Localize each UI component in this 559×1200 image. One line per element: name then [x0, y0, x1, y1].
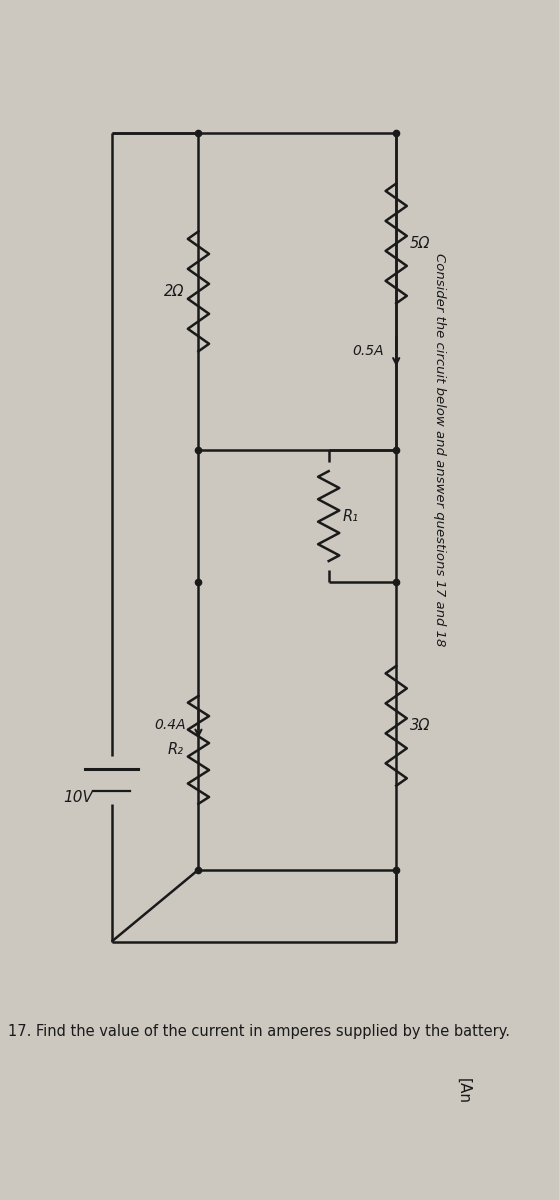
Text: Consider the circuit below and answer questions 17 and 18: Consider the circuit below and answer qu…: [433, 253, 446, 647]
Text: R₁: R₁: [342, 509, 358, 523]
Text: 17. Find the value of the current in amperes supplied by the battery.: 17. Find the value of the current in amp…: [8, 1024, 510, 1039]
Text: [An: [An: [456, 1079, 471, 1104]
Text: 10V: 10V: [63, 791, 93, 805]
Text: 5Ω: 5Ω: [410, 236, 430, 251]
Text: R₂: R₂: [168, 743, 184, 757]
Text: 2Ω: 2Ω: [164, 284, 184, 299]
Text: 0.5A: 0.5A: [353, 344, 384, 359]
Text: 3Ω: 3Ω: [410, 719, 430, 733]
Text: 0.4A: 0.4A: [155, 718, 186, 732]
